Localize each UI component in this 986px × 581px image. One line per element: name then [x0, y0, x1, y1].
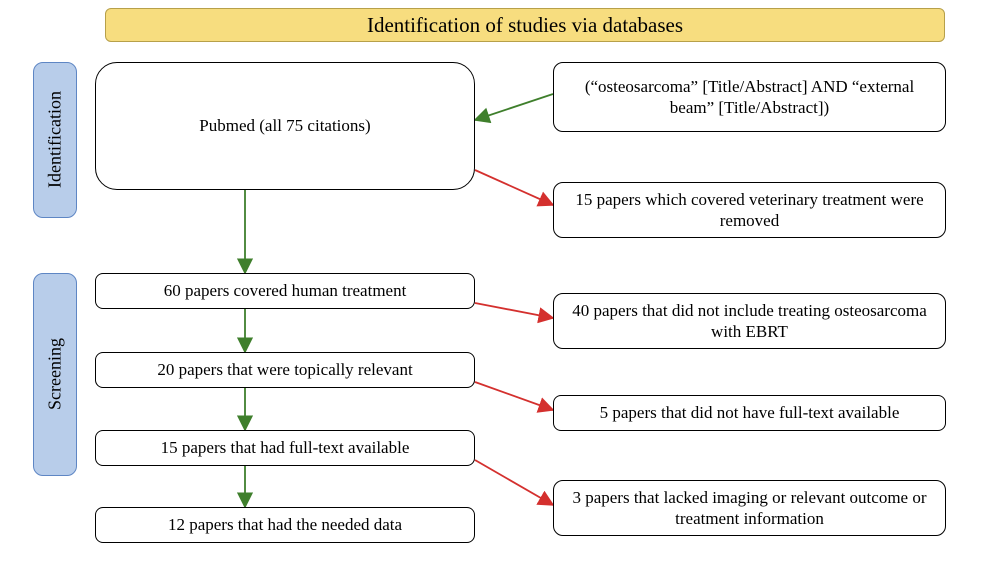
edge-pubmed-to-excl-vet [475, 170, 553, 205]
node-excl-vet: 15 papers which covered veterinary treat… [553, 182, 946, 238]
stage-screening-text: Screening [45, 339, 66, 411]
stage-identification-text: Identification [45, 92, 66, 189]
node-excl-ft-text: 5 papers that did not have full-text ava… [600, 402, 900, 423]
node-excl-ft: 5 papers that did not have full-text ava… [553, 395, 946, 431]
edge-step15-to-excl-data [475, 460, 553, 505]
title-text: Identification of studies via databases [367, 13, 683, 38]
edge-step20-to-excl-ft [475, 382, 553, 410]
node-step15-text: 15 papers that had full-text available [161, 437, 410, 458]
node-step20: 20 papers that were topically relevant [95, 352, 475, 388]
node-step12: 12 papers that had the needed data [95, 507, 475, 543]
node-query-text: (“osteosarcoma” [Title/Abstract] AND “ex… [564, 76, 935, 119]
node-step60-text: 60 papers covered human treatment [164, 280, 407, 301]
edge-step60-to-excl-ebrt [475, 303, 553, 318]
node-pubmed: Pubmed (all 75 citations) [95, 62, 475, 190]
node-pubmed-text: Pubmed (all 75 citations) [199, 115, 370, 136]
node-excl-data-text: 3 papers that lacked imaging or relevant… [564, 487, 935, 530]
node-step12-text: 12 papers that had the needed data [168, 514, 402, 535]
edge-query-to-pubmed [475, 94, 553, 120]
stage-screening: Screening [33, 273, 77, 476]
node-excl-ebrt-text: 40 papers that did not include treating … [564, 300, 935, 343]
node-step60: 60 papers covered human treatment [95, 273, 475, 309]
node-excl-ebrt: 40 papers that did not include treating … [553, 293, 946, 349]
node-excl-vet-text: 15 papers which covered veterinary treat… [564, 189, 935, 232]
node-step15: 15 papers that had full-text available [95, 430, 475, 466]
node-excl-data: 3 papers that lacked imaging or relevant… [553, 480, 946, 536]
node-step20-text: 20 papers that were topically relevant [157, 359, 412, 380]
stage-identification: Identification [33, 62, 77, 218]
title-bar: Identification of studies via databases [105, 8, 945, 42]
node-query: (“osteosarcoma” [Title/Abstract] AND “ex… [553, 62, 946, 132]
